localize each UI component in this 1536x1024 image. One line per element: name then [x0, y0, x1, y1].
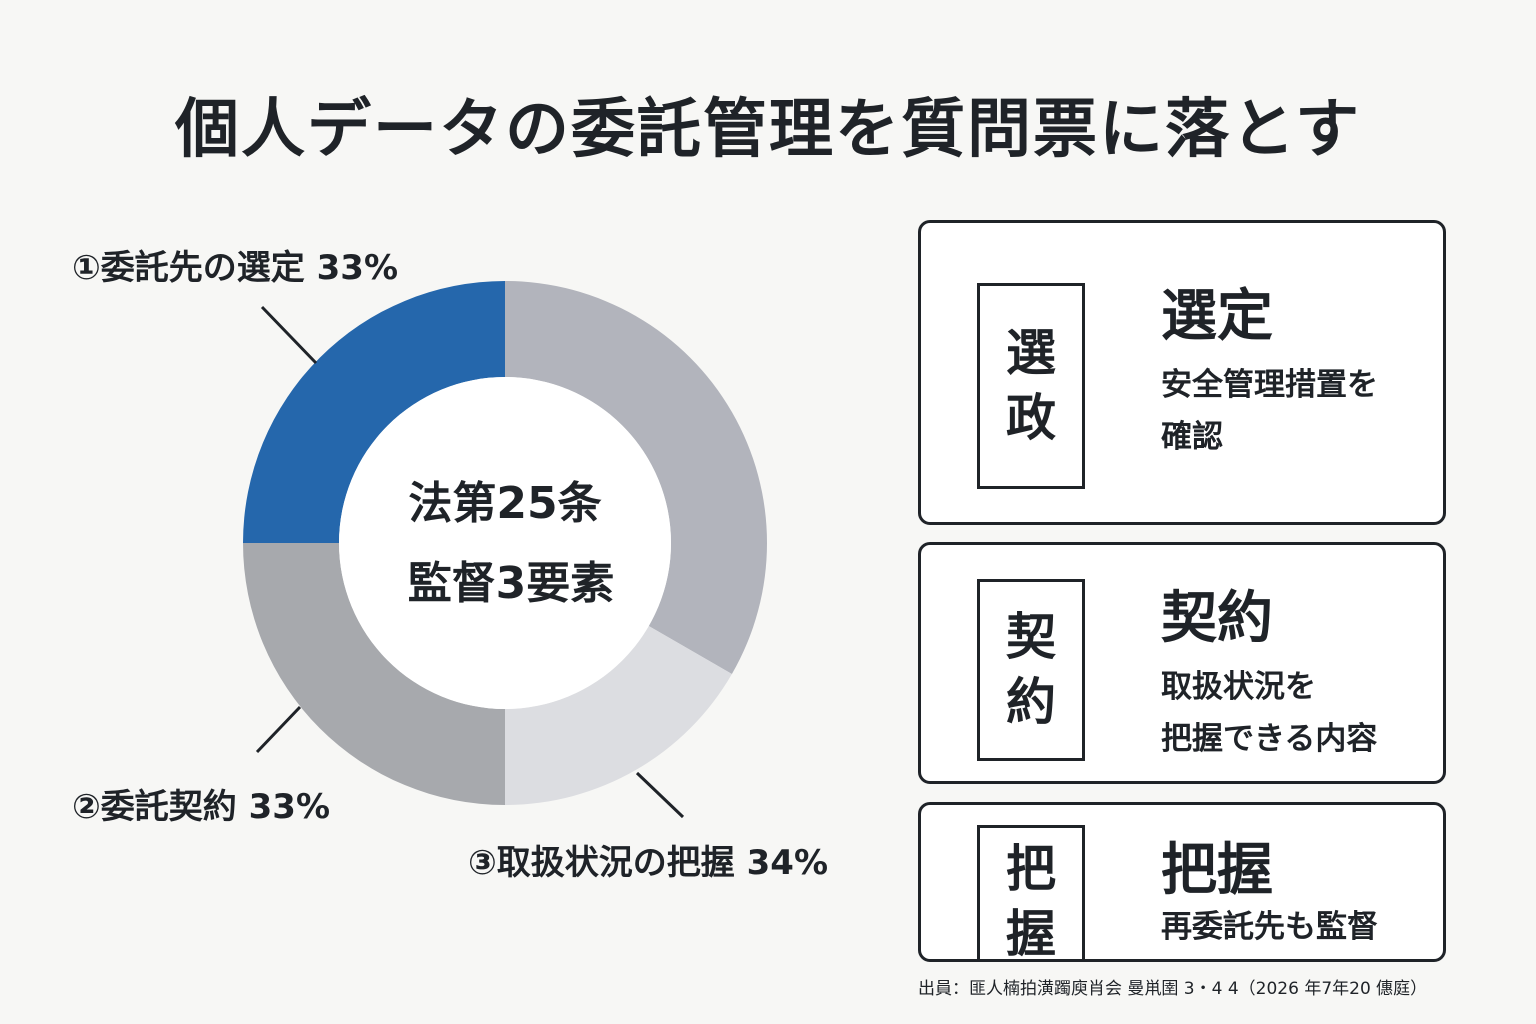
card-stamp-char: 約 [1006, 673, 1056, 731]
card-heading: 把握 [1161, 838, 1273, 903]
card-body-line: 取扱状況を [1161, 669, 1316, 705]
card-stamp-char: 把 [1006, 839, 1056, 898]
donut-segment-4 [243, 281, 505, 543]
slice-label-2: ②委託契約 33% [72, 787, 330, 827]
card-stamp: 把 握 [977, 825, 1085, 962]
slice-label-3: ③取扱状況の把握 34% [468, 843, 828, 883]
card-stamp: 選 政 [977, 283, 1085, 489]
donut-segment-2 [505, 626, 732, 805]
card-body-line: 再委託先も監督 [1161, 909, 1378, 945]
card-body-line: 把握できる内容 [1161, 721, 1378, 757]
card-stamp-char: 政 [1006, 389, 1056, 447]
card-stamp-char: 選 [1006, 324, 1056, 382]
leader-line-3 [635, 771, 685, 819]
card-heading: 選定 [1161, 284, 1273, 349]
page-title: 個人データの委託管理を質問票に落とす [174, 93, 1362, 167]
center-label-line-1: 法第25条 [408, 478, 601, 529]
center-label-line-2: 監督3要素 [408, 558, 615, 609]
card-body: 再委託先も監督 [1161, 901, 1441, 953]
card-heading: 契約 [1161, 586, 1273, 651]
donut-segments [243, 281, 768, 805]
donut-segment-1 [505, 281, 768, 674]
card-stamp-char: 契 [1006, 608, 1056, 666]
card-contract: 契 約 契約 取扱状況を 把握できる内容 [918, 542, 1446, 784]
card-stamp: 契 約 [977, 579, 1085, 761]
leader-line-1 [260, 305, 318, 365]
donut-segment-3 [243, 543, 505, 805]
card-stamp-char: 握 [1006, 904, 1056, 962]
card-grasp: 把 握 把握 再委託先も監督 [918, 802, 1446, 962]
card-selection: 選 政 選定 安全管理措置を 確認 [918, 220, 1446, 525]
source-note: 出員：匪人楠拍潢躅庾肖会 曼鼡圉 3・4 4（2026 年7年20 僡庭） [918, 979, 1428, 999]
leader-line-2 [255, 705, 302, 754]
card-body-line: 確認 [1161, 419, 1223, 455]
card-body-line: 安全管理措置を [1161, 367, 1378, 403]
card-body: 安全管理措置を 確認 [1161, 359, 1441, 463]
donut-hole [339, 377, 671, 709]
slice-label-1: ①委託先の選定 33% [72, 248, 398, 288]
leader-lines [255, 305, 685, 819]
card-body: 取扱状況を 把握できる内容 [1161, 661, 1441, 765]
donut-chart: ①委託先の選定 33% ②委託契約 33% ③取扱状況の把握 34% 法第25条… [72, 248, 828, 883]
